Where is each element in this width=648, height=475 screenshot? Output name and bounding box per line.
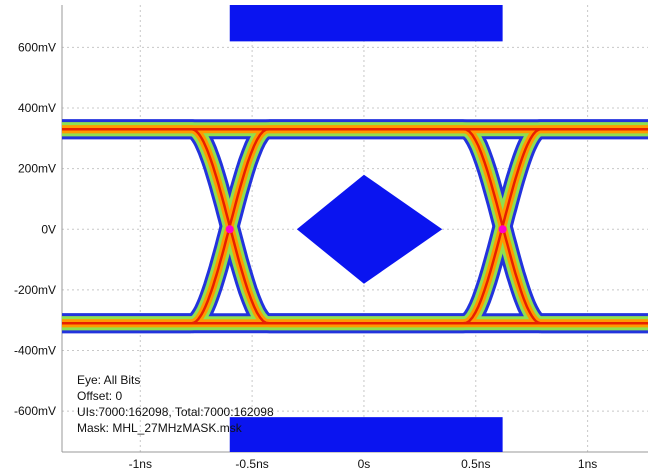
eye-crossing-point-0 bbox=[225, 225, 234, 234]
tick-labels: -1ns -0.5ns 0s 0.5ns 1ns 600mV 400mV 200mV 0V -20… bbox=[14, 40, 597, 471]
uis-label: UIs:7000:162098, Total:7000:162098 bbox=[77, 405, 274, 419]
x-tick-label-2: 0s bbox=[358, 457, 371, 471]
y-tick-label-3: 0V bbox=[41, 222, 56, 236]
y-tick-label-1: 400mV bbox=[18, 101, 56, 115]
mask-regions bbox=[229, 5, 503, 452]
x-tick-label-3: 0.5ns bbox=[461, 457, 490, 471]
eye-crossing-point-1 bbox=[498, 225, 507, 234]
info-panel: Eye: All Bits Offset: 0 UIs:7000:162098,… bbox=[77, 373, 274, 435]
mask-diamond bbox=[296, 174, 443, 284]
mask-bottom-region bbox=[229, 417, 503, 452]
y-tick-label-5: -400mV bbox=[14, 343, 56, 357]
x-tick-label-0: -1ns bbox=[129, 457, 152, 471]
mask-top-region bbox=[229, 5, 503, 42]
eye-label: Eye: All Bits bbox=[77, 373, 140, 387]
eye-traces bbox=[53, 119, 648, 334]
x-tick-label-1: -0.5ns bbox=[235, 457, 268, 471]
y-tick-label-6: -600mV bbox=[14, 404, 56, 418]
y-tick-label-2: 200mV bbox=[18, 162, 56, 176]
y-tick-label-0: 600mV bbox=[18, 40, 56, 54]
x-tick-label-4: 1ns bbox=[578, 457, 597, 471]
mask-label: Mask: MHL_27MHzMASK.msk bbox=[77, 421, 243, 435]
y-tick-label-4: -200mV bbox=[14, 283, 56, 297]
offset-label: Offset: 0 bbox=[77, 389, 122, 403]
